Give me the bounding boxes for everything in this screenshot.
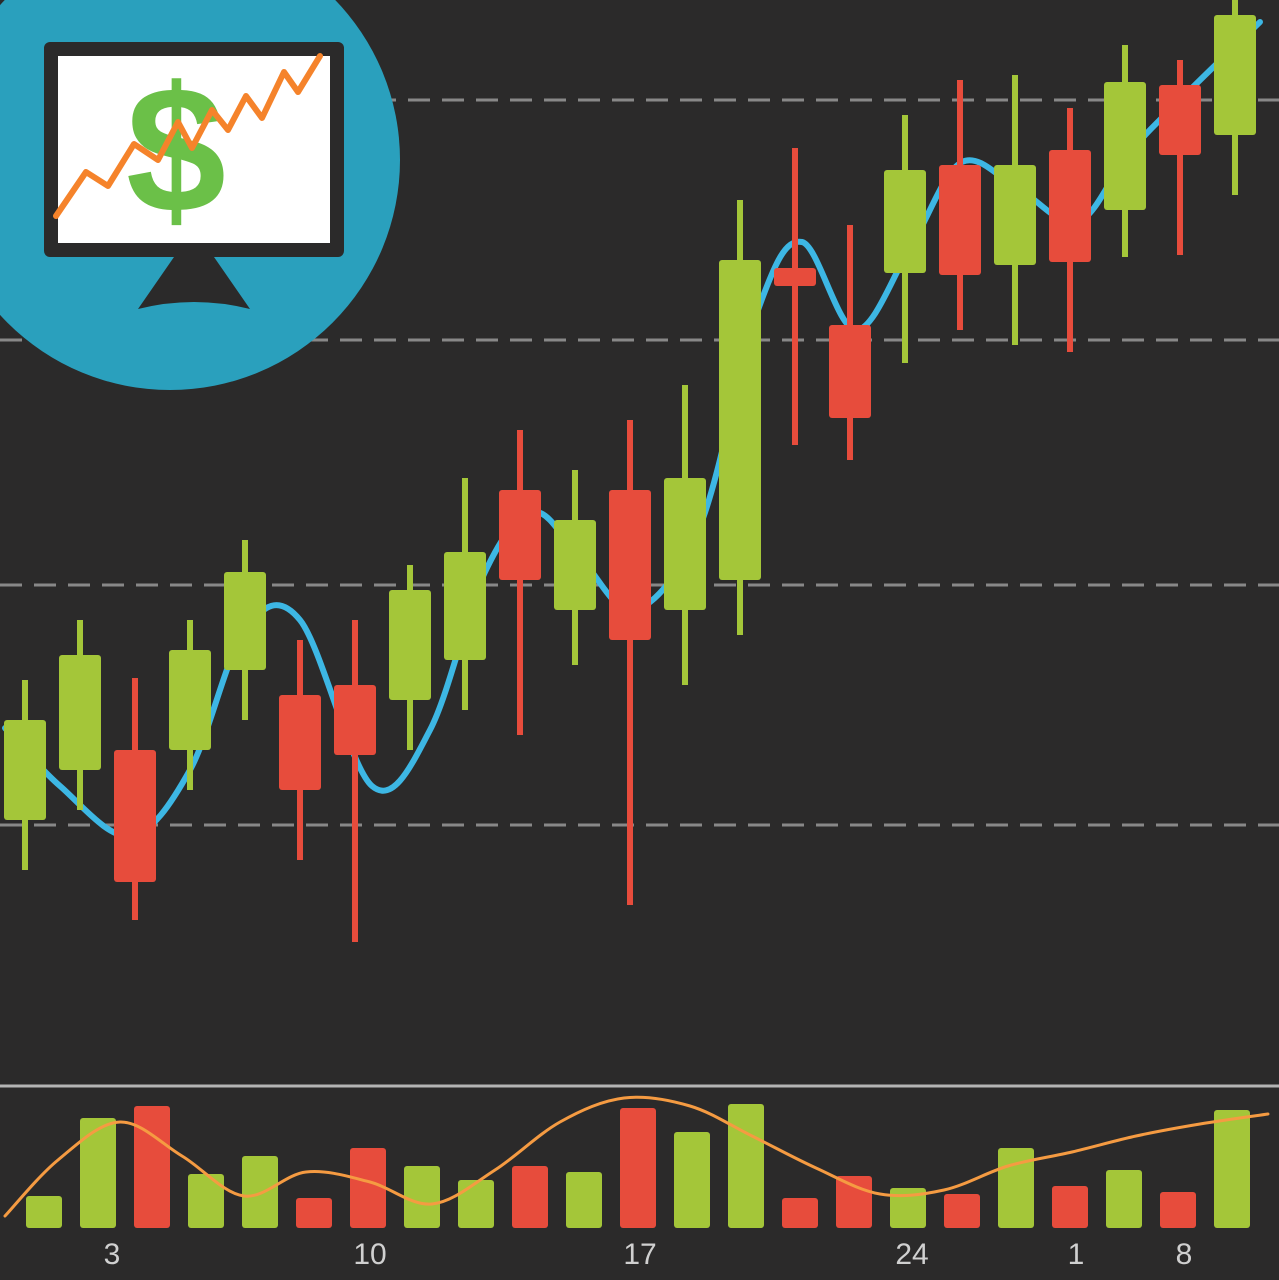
candle: [719, 200, 761, 635]
x-axis-label: 3: [104, 1238, 121, 1271]
x-axis-label: 8: [1176, 1238, 1193, 1271]
volume-bar: [458, 1180, 494, 1228]
volume-bar: [296, 1198, 332, 1228]
x-axis-label: 17: [623, 1238, 656, 1271]
candle-body: [719, 260, 761, 580]
x-axis-label: 10: [353, 1238, 386, 1271]
candlestick-chart: 310172418$: [0, 0, 1279, 1280]
candle-body: [114, 750, 156, 882]
volume-bar: [1052, 1186, 1088, 1228]
volume-bar: [1106, 1170, 1142, 1228]
volume-bar: [1160, 1192, 1196, 1228]
volume-bar: [512, 1166, 548, 1228]
candle-body: [499, 490, 541, 580]
candle-body: [939, 165, 981, 275]
candle-body: [1104, 82, 1146, 210]
candle-body: [1159, 85, 1201, 155]
candle-body: [774, 268, 816, 286]
volume-bar: [26, 1196, 62, 1228]
candle-body: [389, 590, 431, 700]
candle-body: [4, 720, 46, 820]
volume-bar: [944, 1194, 980, 1228]
volume-bar: [620, 1108, 656, 1228]
candle-body: [664, 478, 706, 610]
candle-body: [829, 325, 871, 418]
candle-body: [59, 655, 101, 770]
volume-bar: [350, 1148, 386, 1228]
candle-body: [1049, 150, 1091, 262]
candle-body: [884, 170, 926, 273]
volume-bar: [404, 1166, 440, 1228]
candle-body: [554, 520, 596, 610]
candle-body: [444, 552, 486, 660]
candle-body: [1214, 15, 1256, 135]
volume-bar: [836, 1176, 872, 1228]
candle-body: [169, 650, 211, 750]
candle-body: [994, 165, 1036, 265]
candle-body: [224, 572, 266, 670]
volume-bar: [1214, 1110, 1250, 1228]
volume-bar: [782, 1198, 818, 1228]
x-axis-label: 24: [895, 1238, 928, 1271]
volume-bar: [80, 1118, 116, 1228]
x-axis-label: 1: [1068, 1238, 1085, 1271]
volume-bar: [566, 1172, 602, 1228]
volume-bar: [728, 1104, 764, 1228]
volume-bar: [134, 1106, 170, 1228]
candle-body: [609, 490, 651, 640]
volume-bar: [674, 1132, 710, 1228]
candle-body: [279, 695, 321, 790]
candle-body: [334, 685, 376, 755]
